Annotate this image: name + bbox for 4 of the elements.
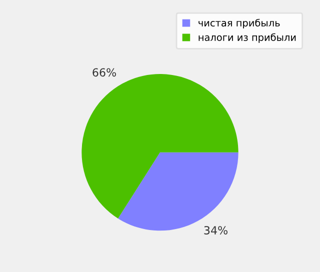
data-label: 66% (92, 68, 116, 77)
data-label: 34% (204, 226, 228, 234)
legend-label: налоги из прибыли (198, 33, 296, 43)
legend-label: чистая прибыль (198, 18, 280, 28)
